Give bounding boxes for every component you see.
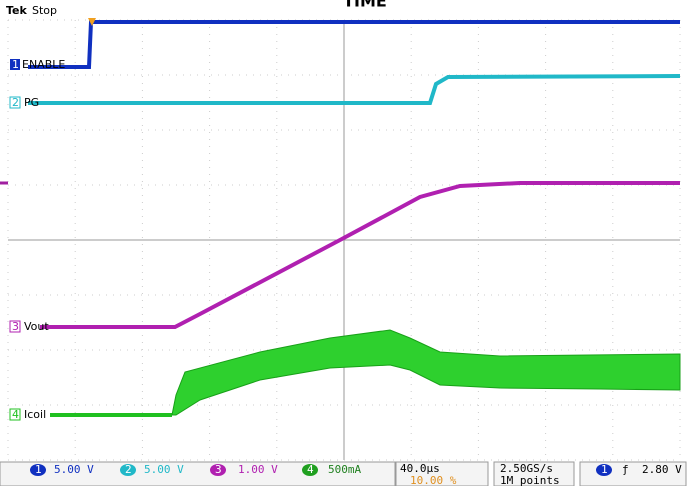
channel-panel [0, 461, 396, 486]
timebase-scale: 40.0µs [400, 462, 440, 475]
status-bar: 1 5.00 V 2 5.00 V 3 1.00 V 4 500mA 40.0µ… [0, 461, 687, 486]
channel-label: ENABLE [22, 58, 65, 71]
marker-3 [9, 320, 21, 333]
record-length: 1M points [500, 474, 560, 486]
badge-2 [120, 464, 136, 476]
channel-scale: 5.00 V [144, 463, 184, 476]
channel-label: Vout [24, 320, 49, 333]
status: Stop [32, 4, 57, 17]
trace-ch1 [28, 20, 680, 69]
trigger-panel [579, 461, 687, 486]
badge-4 [302, 464, 318, 476]
channel-label: PG [24, 96, 39, 109]
badge-number: 1 [35, 463, 42, 476]
channel-scale: 5.00 V [54, 463, 94, 476]
badge-number: 3 [215, 463, 222, 476]
timebase-position: 10.00 % [410, 474, 457, 486]
badge-number: 4 [307, 463, 314, 476]
badge-1 [30, 464, 46, 476]
trigger-marker [88, 18, 96, 26]
trace-ch2 [28, 74, 681, 105]
marker-number: 3 [12, 320, 19, 333]
channel-scale: 500mA [328, 463, 361, 476]
marker-number: 4 [12, 408, 19, 421]
title: TIME [343, 0, 387, 11]
badge-number: 2 [125, 463, 132, 476]
acquisition-panel [493, 461, 575, 486]
channel-scale: 1.00 V [238, 463, 278, 476]
timebase-panel [395, 461, 489, 486]
marker-2 [9, 96, 21, 109]
trigger-slope: ƒ [622, 463, 629, 476]
trace-ch3 [40, 181, 680, 329]
sample-rate: 2.50GS/s [500, 462, 553, 475]
channel-label: Icoil [24, 408, 46, 421]
marker-1 [10, 59, 20, 70]
brand: Tek [6, 4, 28, 17]
trigger-level: 2.80 V [642, 463, 682, 476]
trace-ch4 [171, 329, 681, 416]
trigger-source: 1 [601, 463, 608, 476]
trigger-badge [596, 464, 612, 476]
marker-4 [9, 408, 21, 421]
marker-number: 2 [12, 96, 19, 109]
channel-markers: 1 ENABLE 2 PG 3 Vout 4 Icoil [9, 18, 96, 421]
marker-number: 1 [12, 58, 19, 71]
badge-3 [210, 464, 226, 476]
